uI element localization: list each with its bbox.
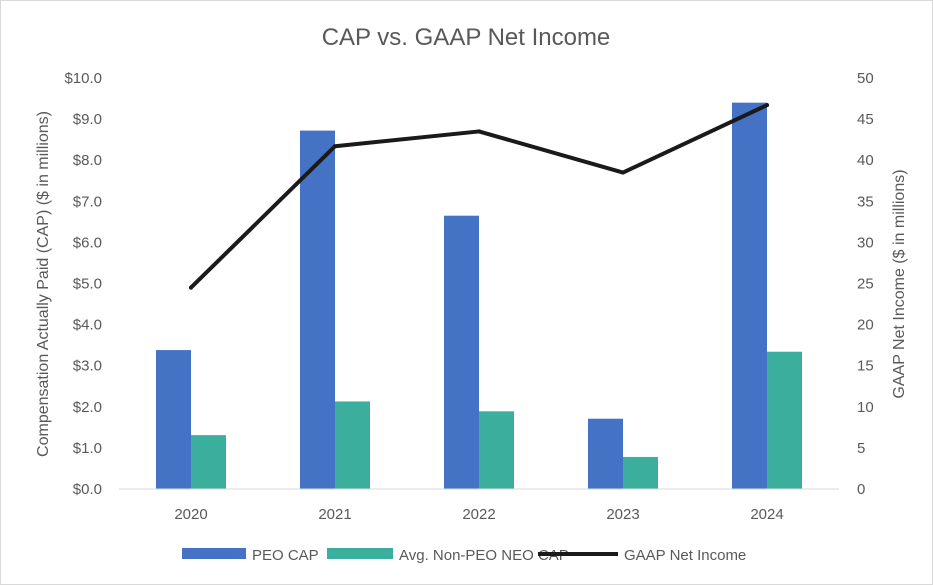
y2-tick-label: 0 [857,481,865,498]
bar-avg-non-peo-neo-cap [479,411,514,489]
chart-title: CAP vs. GAAP Net Income [322,24,611,51]
legend-label: PEO CAP [252,547,319,564]
y2-tick-label: 35 [857,193,874,210]
y2-tick-label: 20 [857,317,874,334]
y-tick-label: $0.0 [73,481,102,498]
line-point [333,144,337,149]
y2-tick-label: 40 [857,152,874,169]
y2-tick-label: 5 [857,440,865,457]
bar-avg-non-peo-neo-cap [335,401,370,489]
legend-swatch [182,548,246,559]
legend-label: Avg. Non-PEO NEO CAP [399,547,569,564]
bar-peo-cap [444,215,479,489]
bar-peo-cap [156,350,191,489]
y2-tick-label: 25 [857,276,874,293]
y2-tick-label: 15 [857,358,874,375]
legend-label: GAAP Net Income [624,547,746,564]
plot-area: $0.0 $1.0 $2.0 $3.0 $4.0 $5.0 $6.0 $7.0 $8.0 $9.0… [64,70,873,523]
line-point [189,285,193,290]
y-tick-label: $6.0 [73,234,102,251]
y-tick-label: $10.0 [64,70,102,87]
y2-axis-title: GAAP Net Income ($ in millions) [891,169,908,398]
x-tick-label: 2023 [606,506,639,523]
y-tick-label: $9.0 [73,111,102,128]
y-axis-title: Compensation Actually Paid (CAP) ($ in m… [35,111,52,457]
line-point [621,170,625,175]
bar-peo-cap [732,102,767,489]
y2-tick-label: 10 [857,399,874,416]
bar-peo-cap [300,130,335,489]
bar-avg-non-peo-neo-cap [191,435,226,489]
y-tick-label: $2.0 [73,399,102,416]
y-tick-label: $3.0 [73,358,102,375]
line-point [477,129,481,134]
y-tick-label: $1.0 [73,440,102,457]
bar-avg-non-peo-neo-cap [767,351,802,489]
x-tick-label: 2021 [318,506,351,523]
x-tick-label: 2024 [750,506,783,523]
y-tick-label: $4.0 [73,317,102,334]
y-tick-label: $5.0 [73,276,102,293]
y-tick-label: $7.0 [73,193,102,210]
y-tick-label: $8.0 [73,152,102,169]
bar-peo-cap [588,418,623,489]
legend: PEO CAP Avg. Non-PEO NEO CAP GAAP Net Inco… [182,547,746,564]
x-tick-label: 2020 [174,506,207,523]
y2-tick-label: 50 [857,70,874,87]
x-tick-label: 2022 [462,506,495,523]
y2-tick-label: 30 [857,234,874,251]
y2-tick-label: 45 [857,111,874,128]
bar-avg-non-peo-neo-cap [623,456,658,489]
legend-swatch [327,548,393,559]
line-point [765,103,769,108]
